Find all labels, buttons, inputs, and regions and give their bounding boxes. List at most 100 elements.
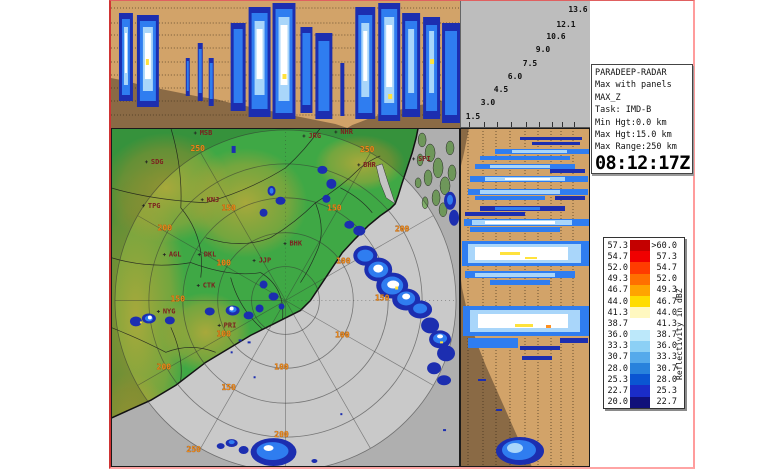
station-label: KNJ [207,196,220,204]
ppi-map: 250 250 250 200 200 200 200 150 150 150 150 150 100 1… [111,128,460,467]
legend-value-high: 33.3 [656,352,677,363]
legend-row: 38.7 41.3 [604,318,684,330]
legend-value-high: 38.7 [656,330,677,341]
legend-value-low: 44.0 [607,296,628,307]
legend-row: 46.7 49.3 [604,284,684,296]
reflectivity-legend: 57.3 >60.0 54.7 57.3 52.0 54.7 49.3 52.0 46.7 49.… [603,237,685,409]
legend-value-high: >60.0 [651,240,677,251]
legend-value-high: 28.0 [656,374,677,385]
legend-row: 41.3 44.0 [604,307,684,319]
moment-name: MAX_Z [595,92,621,103]
range-ring-label: 100 [216,329,231,338]
legend-value-low: 38.7 [607,318,628,329]
height-label: 10.6 [546,32,566,41]
height-label: 9.0 [535,45,551,54]
radar-station-name: PARADEEP-RADAR [595,68,667,78]
legend-title: Reflectivity in dBZ [675,288,684,380]
height-tick [484,122,485,127]
legend-value-high: 22.7 [656,397,677,408]
horizon-wedge-north [460,128,469,170]
max-range: Max Range:250 km [595,142,677,153]
legend-color-swatch [630,340,650,352]
legend-value-low: 57.3 [607,240,628,251]
sea [111,128,460,467]
legend-value-high: 25.3 [656,386,677,397]
legend-color-swatch [630,318,650,330]
range-ring-label: 150 [327,204,342,213]
station-label: AGL [169,251,182,259]
min-height: Min Hgt:0.0 km [595,117,667,128]
range-ring-label: 100 [274,362,289,371]
legend-color-swatch [630,295,650,308]
height-tick [526,122,527,127]
coastline [111,128,419,419]
radar-echoes [462,137,590,467]
legend-color-swatch [630,396,650,408]
height-tick [511,122,512,127]
legend-row: 28.0 30.7 [604,363,684,375]
legend-color-swatch [630,307,650,319]
height-label: 13.6 [568,5,588,14]
height-label: 1.5 [465,112,481,121]
range-ring-labels: 250 250 250 200 200 200 200 150 150 150 150 150 100 1… [156,144,410,454]
range-ring-label: 150 [221,204,236,213]
legend-color-swatch [630,351,650,364]
delta-islands [414,132,457,217]
legend-value-low: 28.0 [607,363,628,374]
height-label: 7.5 [522,59,538,68]
range-ring-label: 250 [360,145,375,154]
height-tick [497,122,498,127]
legend-row: 52.0 54.7 [604,262,684,274]
legend-row: 33.3 36.0 [604,340,684,352]
range-ring-label: 200 [158,224,173,233]
range-ring-label: 150 [171,294,186,303]
legend-row: 25.3 28.0 [604,374,684,386]
legend-value-high: 57.3 [656,251,677,262]
legend-value-high: 52.0 [656,274,677,285]
legend-value-low: 22.7 [607,386,628,397]
station-label: DKL [204,251,217,259]
range-ring-label: 100 [216,259,231,268]
height-tick [552,122,553,127]
range-ring-label: 200 [395,225,410,234]
legend-value-high: 54.7 [656,262,677,273]
estuary [375,163,396,205]
height-tick [562,122,563,127]
station-label: NYG [163,307,176,315]
station-label: CTK [203,282,216,290]
legend-value-high: 36.0 [656,341,677,352]
station-label: SPI [418,155,431,163]
legend-row: 44.0 46.7 [604,295,684,308]
legend-row: 20.0 22.7 [604,396,684,408]
legend-value-low: 52.0 [607,262,628,273]
horizon-wedge-south [460,271,532,467]
legend-row: 30.7 33.3 [604,351,684,364]
legend-value-low: 25.3 [607,374,628,385]
legend-value-low: 54.7 [607,251,628,262]
legend-row: 57.3 >60.0 [604,240,684,252]
station-label: JRG [308,132,321,140]
legend-color-swatch [630,329,650,341]
legend-color-swatch [630,374,650,386]
scan-date: 28 AUG 2024 UTC [595,172,690,173]
max-height: Max Hgt:15.0 km [595,130,672,141]
legend-value-low: 36.0 [607,330,628,341]
legend-value-high: 30.7 [656,363,677,374]
station-label: SDG [151,158,164,166]
legend-value-high: 49.3 [656,285,677,296]
height-label: 3.0 [480,98,496,107]
range-ring-label: 200 [274,430,289,439]
product-name: Max with panels [595,80,672,91]
height-tick [539,122,540,127]
legend-row: 36.0 38.7 [604,329,684,341]
station-label: BHR [363,161,376,169]
range-ring-label: 100 [336,257,351,266]
station-label: TPG [148,202,161,210]
legend-value-high: 41.3 [656,318,677,329]
station-label: BHK [289,240,302,248]
legend-value-low: 41.3 [607,307,628,318]
legend-value-low: 33.3 [607,341,628,352]
station-label: MSB [200,129,213,137]
legend-value-low: 46.7 [607,285,628,296]
